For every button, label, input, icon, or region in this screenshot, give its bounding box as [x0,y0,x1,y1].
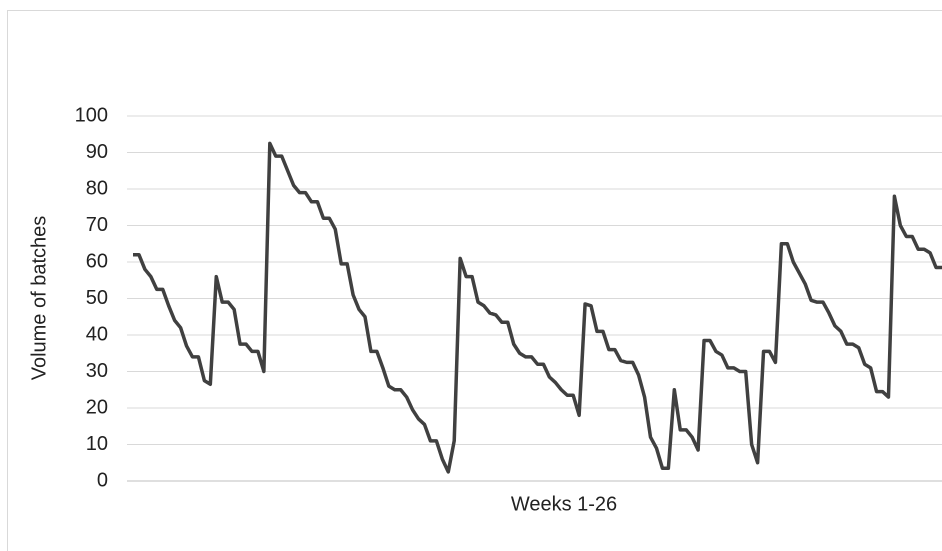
y-tick-label: 60 [86,250,108,272]
y-tick-label: 40 [86,323,108,345]
y-tick-label: 20 [86,396,108,418]
x-axis-label: Weeks 1-26 [511,493,617,515]
y-tick-label: 50 [86,287,108,309]
y-axis-label: Volume of batches [28,216,50,381]
chart-frame [7,10,942,551]
data-line [133,141,942,474]
y-tick-label: 80 [86,177,108,199]
y-tick-label: 100 [75,104,108,126]
y-tick-label: 10 [86,433,108,455]
y-tick-label: 30 [86,360,108,382]
y-tick-label: 70 [86,214,108,236]
y-tick-label: 90 [86,141,108,163]
y-tick-label: 0 [97,469,108,491]
